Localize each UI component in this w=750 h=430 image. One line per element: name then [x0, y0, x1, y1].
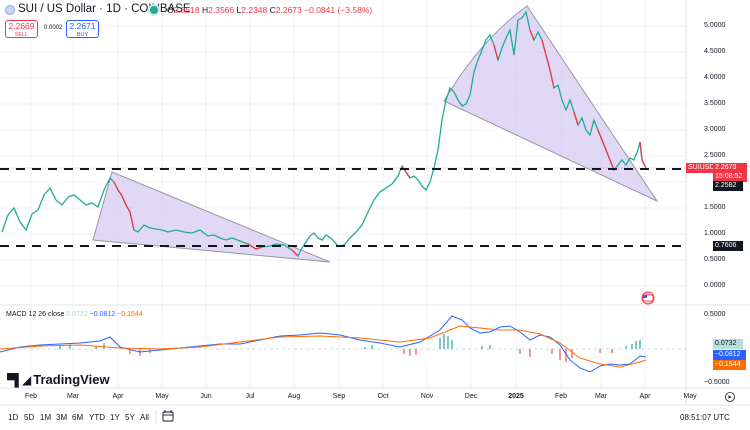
macd-tick: −0.5000: [704, 379, 730, 386]
time-label: Mar: [66, 393, 80, 400]
time-label: Mar: [594, 393, 608, 400]
range-5d[interactable]: 5D: [24, 413, 35, 422]
buy-price: 2.2671: [69, 21, 96, 31]
high-value: 2.3566: [208, 5, 235, 15]
price-tick: 0.0000: [704, 282, 726, 289]
price-tick: 4.5000: [704, 48, 726, 55]
sell-button[interactable]: 2.2669 SELL: [5, 20, 38, 38]
time-label: Apr: [639, 393, 651, 400]
open-value: 2.3518: [173, 5, 200, 15]
time-label: Nov: [420, 393, 434, 400]
time-label: Jul: [245, 393, 255, 400]
range-1y[interactable]: 1Y: [110, 413, 120, 422]
macd-histogram: [59, 334, 641, 362]
time-label: Oct: [377, 393, 389, 400]
level-lower-tag: 0.7606: [713, 241, 743, 251]
low-value: 2.2348: [241, 5, 268, 15]
time-label: Jun: [200, 393, 212, 400]
macd-legend[interactable]: MACD 12 26 close 0.0732 −0.0812 −0.1544: [6, 311, 143, 318]
price-tick: 2.5000: [704, 152, 726, 159]
brand-name: TradingView: [33, 372, 110, 387]
economic-event-icon[interactable]: [641, 291, 655, 305]
bar-countdown: 15:08:52: [713, 172, 747, 182]
time-label: May: [683, 393, 697, 400]
sui-coin-icon: [5, 5, 15, 15]
macd-legend-label: MACD 12 26 close: [6, 311, 65, 318]
tradingview-logo-icon: ▀▌◢: [7, 373, 31, 387]
market-status-icon[interactable]: [150, 6, 158, 14]
range-6m[interactable]: 6M: [72, 413, 84, 422]
falling-wedge-2024[interactable]: [92, 171, 331, 263]
range-ytd[interactable]: YTD: [89, 413, 105, 422]
date-range-icon[interactable]: [162, 410, 174, 422]
time-label: Apr: [112, 393, 124, 400]
ohlc-values: O2.3518 H2.3566 L2.2348 C2.2673 −0.0841 …: [167, 5, 372, 15]
buy-label: BUY: [76, 32, 89, 38]
current-price-tag: 2.2673: [713, 163, 747, 173]
macd-line-value: −0.0812: [89, 311, 116, 318]
macd-signal-tag: −0.1544: [713, 360, 746, 370]
utc-clock[interactable]: 08:51:07 UTC: [680, 413, 730, 422]
macd-line: [0, 315, 647, 373]
down-candles: [113, 29, 647, 257]
time-label: Dec: [464, 393, 478, 400]
time-label: Sep: [332, 393, 346, 400]
range-3m[interactable]: 3M: [56, 413, 68, 422]
price-tick: 4.0000: [704, 74, 726, 81]
price-tick: 1.0000: [704, 230, 726, 237]
macd-line-tag: −0.0812: [713, 350, 746, 360]
time-label: Feb: [24, 393, 38, 400]
range-all[interactable]: All: [140, 413, 149, 422]
range-1d[interactable]: 1D: [8, 413, 19, 422]
macd-tick: 0.5000: [704, 311, 726, 318]
level-upper-tag: 2.2582: [713, 181, 743, 191]
time-label: May: [155, 393, 169, 400]
symbol-title[interactable]: SUI / US Dollar · 1D · COINBASE: [18, 3, 191, 15]
time-label-year: 2025: [508, 393, 524, 400]
macd-hist-value: 0.0732: [66, 311, 88, 318]
close-label: C: [269, 5, 276, 15]
macd-signal-value: −0.1544: [117, 311, 143, 318]
range-5y[interactable]: 5Y: [125, 413, 135, 422]
sell-price: 2.2669: [8, 21, 35, 31]
sell-label: SELL: [14, 32, 29, 38]
range-1m[interactable]: 1M: [40, 413, 52, 422]
signal-line: [0, 325, 647, 368]
price-tick: 1.5000: [704, 204, 726, 211]
price-tick: 0.5000: [704, 256, 726, 263]
macd-hist-tag: 0.0732: [713, 339, 743, 349]
change-value: −0.0841 (−3.58%): [304, 5, 373, 15]
spread-value: 0.0002: [44, 25, 63, 31]
symbol-price-tag: SUIUSD: [686, 163, 717, 173]
close-value: 2.2673: [275, 5, 302, 15]
time-label: Feb: [554, 393, 568, 400]
buy-button[interactable]: 2.2671 BUY: [66, 20, 99, 38]
price-tick: 3.5000: [704, 100, 726, 107]
time-label: Aug: [287, 393, 301, 400]
high-label: H: [202, 5, 209, 15]
open-label: O: [167, 5, 174, 15]
tradingview-logo[interactable]: ▀▌◢ TradingView: [7, 372, 110, 387]
low-label: L: [236, 5, 242, 15]
price-tick: 5.0000: [704, 22, 726, 29]
price-tick: 3.0000: [704, 126, 726, 133]
scroll-to-realtime-icon[interactable]: [725, 392, 735, 402]
